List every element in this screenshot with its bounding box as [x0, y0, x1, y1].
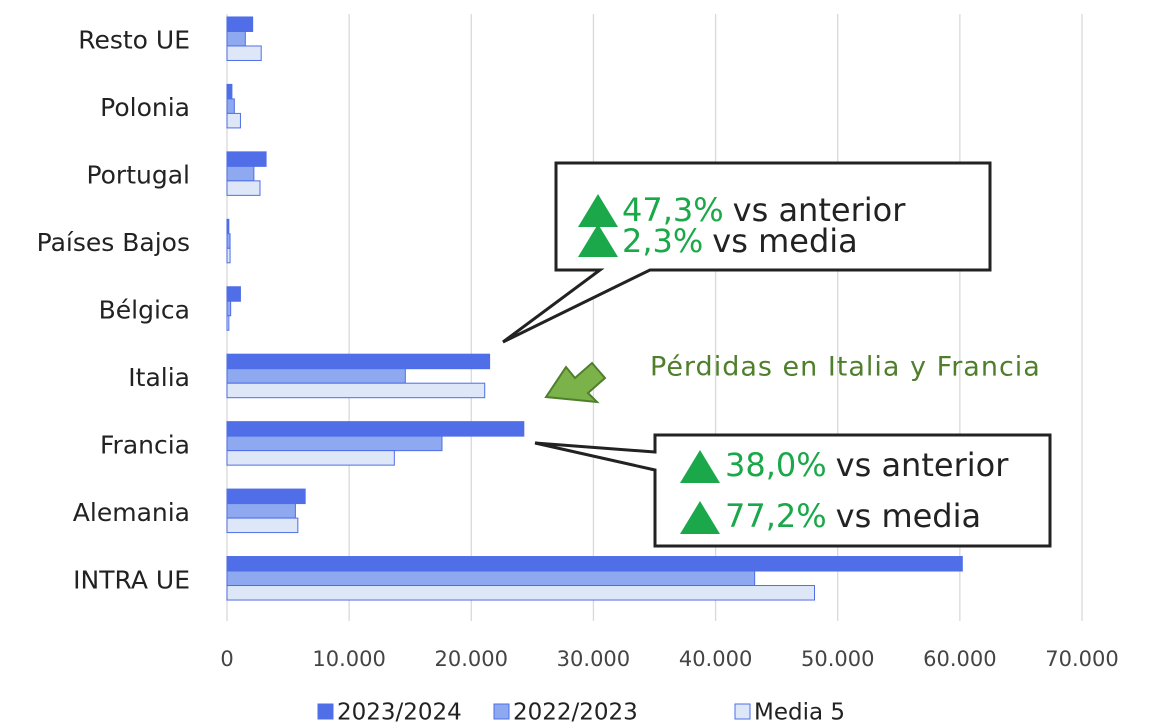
up-icon	[578, 194, 618, 227]
pct: 47,3%	[622, 191, 724, 229]
bar	[226, 83, 233, 100]
y-tick-label: Francia	[100, 430, 190, 459]
y-tick-label: INTRA UE	[73, 565, 190, 594]
callout-text: vs media	[836, 497, 981, 535]
bar	[226, 30, 246, 47]
bar	[226, 112, 241, 129]
y-tick-label: Países Bajos	[37, 228, 190, 257]
bar	[226, 300, 232, 317]
bar	[226, 247, 231, 264]
y-tick-label: Polonia	[100, 93, 190, 122]
bar	[226, 435, 443, 452]
callout-text: vs media	[712, 222, 857, 260]
legend-label: Media 5	[754, 700, 845, 726]
legend-label: 2023/2024	[337, 700, 462, 726]
callout-box	[502, 161, 992, 344]
x-tick-label: 50.000	[801, 647, 874, 671]
x-tick-label: 70.000	[1045, 647, 1118, 671]
bar	[226, 450, 395, 466]
pct: 77,2%	[725, 497, 827, 535]
x-tick-label: 0	[220, 647, 233, 671]
bar	[226, 570, 756, 587]
bar	[226, 286, 241, 302]
legend-label: 2022/2023	[513, 700, 638, 726]
x-tick-label: 40.000	[679, 647, 752, 671]
x-tick-label: 30.000	[557, 647, 630, 671]
legend-swatch	[493, 703, 510, 720]
bar	[226, 151, 267, 167]
y-tick-label: Resto UE	[78, 26, 190, 55]
bar	[226, 556, 963, 572]
bar	[226, 368, 406, 384]
bar	[226, 180, 261, 196]
bar	[226, 165, 255, 182]
y-tick-label: Alemania	[73, 498, 190, 527]
callout-text: vs anterior	[836, 446, 1010, 484]
grid	[226, 14, 1083, 621]
pct: 38,0%	[725, 446, 827, 484]
bar	[226, 382, 486, 399]
bar	[226, 517, 299, 534]
arrow	[544, 361, 607, 404]
x-tick-label: 60.000	[923, 647, 996, 671]
bars	[226, 16, 963, 601]
callout-text: vs anterior	[733, 191, 907, 229]
pct: 2,3%	[622, 222, 703, 260]
bar	[226, 98, 235, 114]
callout-line: 38,0% vs anterior	[725, 446, 1009, 484]
callout-line: 2,3% vs media	[622, 222, 858, 260]
bar	[226, 218, 230, 235]
bar	[226, 16, 254, 32]
x-tick-label: 10.000	[312, 647, 385, 671]
bar	[226, 315, 230, 331]
bar	[226, 45, 262, 61]
y-tick-label: Portugal	[86, 161, 190, 190]
bar	[226, 488, 306, 505]
note: Pérdidas en Italia y Francia	[650, 352, 1041, 383]
callout-line: 47,3% vs anterior	[622, 191, 906, 229]
bar	[226, 421, 525, 437]
up-icon	[680, 450, 720, 483]
x-tick-label: 20.000	[435, 647, 508, 671]
up-icon	[680, 501, 720, 534]
callout-line: 77,2% vs media	[725, 497, 981, 535]
legend-swatch	[317, 703, 334, 720]
legend: 2023/2024 2022/2023 Media 5	[317, 700, 845, 726]
bar	[226, 585, 816, 601]
bar	[226, 233, 231, 249]
y-tick-label: Italia	[128, 363, 190, 392]
up-icon	[578, 224, 618, 257]
callout-box	[534, 433, 1052, 548]
y-tick-label: Bélgica	[99, 296, 190, 325]
bar	[226, 353, 491, 370]
bar	[226, 503, 296, 519]
legend-swatch	[734, 703, 751, 720]
